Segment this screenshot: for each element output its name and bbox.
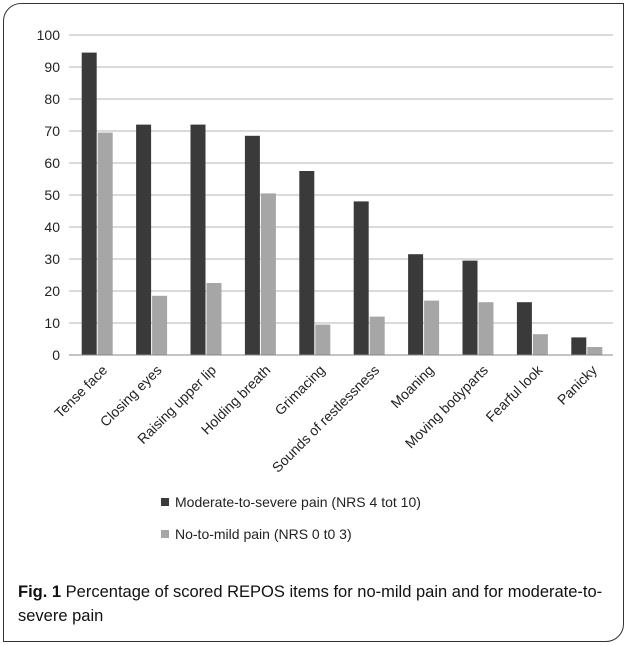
caption-text: Percentage of scored REPOS items for no-…: [18, 583, 603, 625]
bar-moderate-severe: [571, 337, 587, 355]
bar-moderate-severe: [190, 124, 206, 355]
bar-no-mild: [260, 193, 276, 355]
bar-no-mild: [369, 316, 385, 355]
y-tick-label: 70: [44, 123, 60, 139]
bar-moderate-severe: [462, 260, 478, 355]
y-tick-label: 100: [37, 27, 61, 43]
bar-moderate-severe: [244, 135, 260, 355]
x-tick-label: Moaning: [387, 362, 436, 411]
bar-no-mild: [206, 283, 222, 355]
bar-no-mild: [478, 302, 494, 355]
x-tick-label: Tense face: [51, 362, 110, 421]
x-tick-label: Sounds of restlessness: [269, 362, 383, 476]
y-tick-label: 10: [44, 315, 60, 331]
caption-label: Fig. 1: [18, 583, 62, 601]
grid-lines: [69, 34, 613, 324]
bar-no-mild: [587, 347, 603, 355]
y-tick-label: 50: [44, 187, 60, 203]
y-tick-label: 90: [44, 59, 60, 75]
bar-no-mild: [315, 324, 331, 355]
bar-no-mild: [424, 300, 440, 355]
y-tick-label: 40: [44, 219, 60, 235]
bar-moderate-severe: [353, 201, 369, 355]
bar-no-mild: [97, 132, 113, 355]
legend-swatch: [161, 530, 169, 538]
bar-moderate-severe: [408, 254, 424, 355]
y-tick-label: 60: [44, 155, 60, 171]
y-tick-label: 0: [52, 347, 60, 363]
x-tick-label: Panicky: [554, 362, 600, 408]
legend: Moderate-to-severe pain (NRS 4 tot 10) No…: [161, 494, 421, 542]
figure-caption: Fig. 1 Percentage of scored REPOS items …: [18, 580, 618, 628]
x-tick-label: Fearful look: [482, 361, 546, 425]
bar-moderate-severe: [81, 52, 97, 355]
bars: [81, 52, 603, 355]
bar-no-mild: [152, 295, 168, 355]
bar-no-mild: [532, 334, 548, 355]
legend-swatch: [161, 498, 169, 506]
bar-moderate-severe: [516, 302, 532, 355]
y-tick-label: 20: [44, 283, 60, 299]
y-tick-label: 30: [44, 251, 60, 267]
legend-label: No-to-mild pain (NRS 0 t0 3): [175, 526, 352, 542]
legend-label: Moderate-to-severe pain (NRS 4 tot 10): [175, 494, 421, 510]
bar-moderate-severe: [299, 171, 315, 355]
y-tick-label: 80: [44, 91, 60, 107]
bar-chart: 0 10 20 30 40 50 60 70 80 90 100 Tense faceClosing…: [37, 27, 613, 542]
figure-frame: 0 10 20 30 40 50 60 70 80 90 100 Tense face Closing…: [3, 3, 624, 642]
x-tick-label: Grimacing: [271, 362, 327, 418]
y-axis-ticks: 0 10 20 30 40 50 60 70 80 90 100: [37, 27, 61, 363]
bar-moderate-severe: [136, 124, 152, 355]
